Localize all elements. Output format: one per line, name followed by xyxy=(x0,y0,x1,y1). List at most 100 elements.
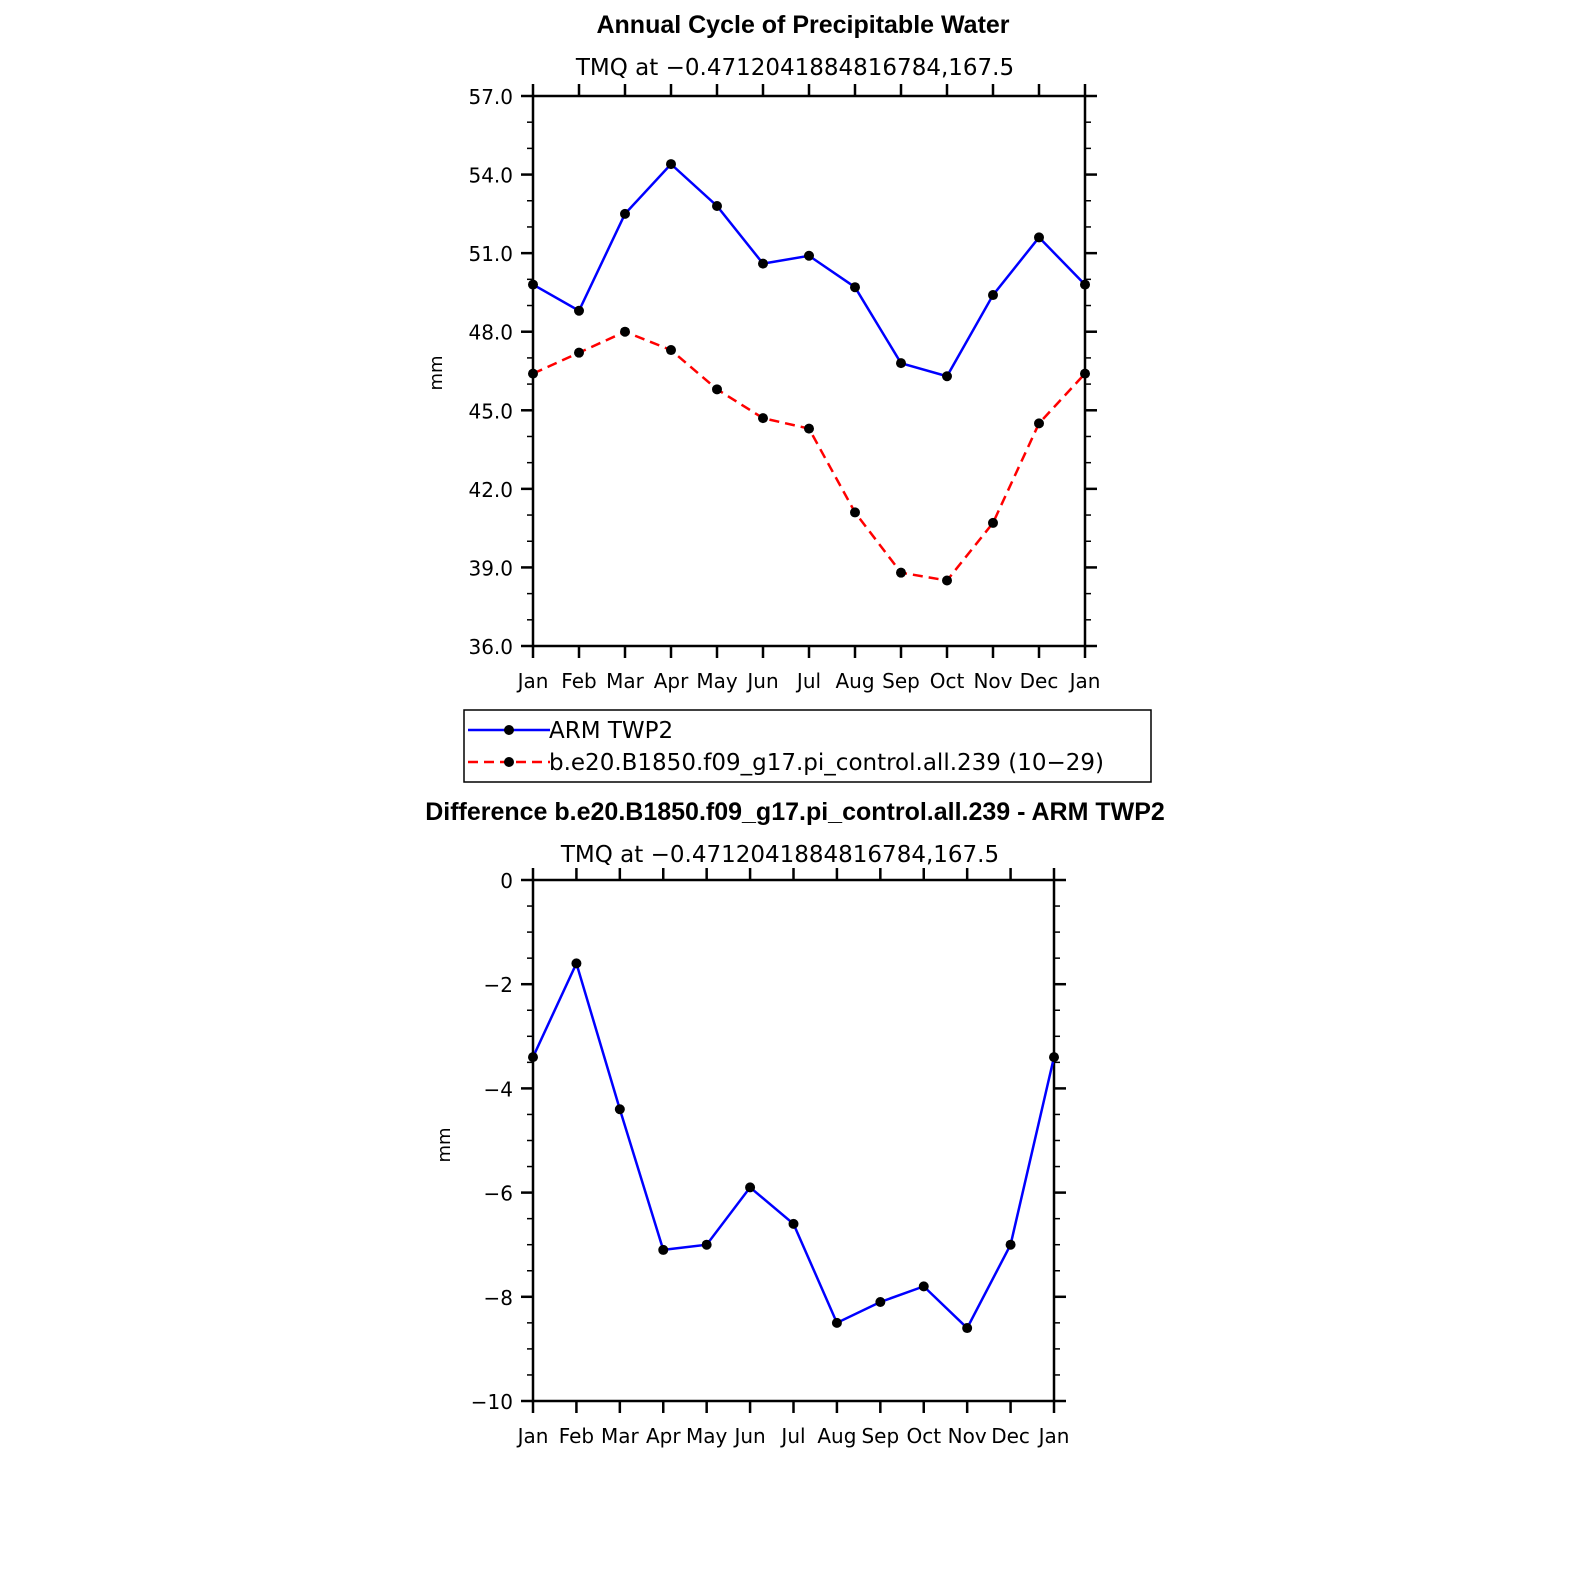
legend-marker-arm-twp2 xyxy=(504,725,514,735)
bottom-chart-xtick-label: Nov xyxy=(948,1424,987,1448)
top-chart-plot: 36.0 39.0 42.0 45.0 48.0 51.0 54.0 57.0 Jan Feb Ma… xyxy=(468,84,1100,693)
legend-label-model: b.e20.B1850.f09_g17.pi_control.all.239 (… xyxy=(549,750,1104,776)
top-chart-xtick-label: Jun xyxy=(745,669,778,693)
top-chart-series-0-point xyxy=(942,371,952,382)
bottom-chart-series-0-point xyxy=(571,958,582,969)
top-chart-series-1-point xyxy=(942,575,952,586)
top-chart-series-1-point xyxy=(896,567,906,578)
bottom-chart-xtick-label: Sep xyxy=(861,1424,899,1448)
bottom-chart-series-0-point xyxy=(614,1104,625,1115)
bottom-chart-xtick-label: Feb xyxy=(559,1424,594,1448)
top-chart-series-0-point xyxy=(666,159,676,170)
top-chart-xtick-label: Sep xyxy=(882,669,920,693)
top-chart-series-0-point xyxy=(528,279,538,290)
top-chart-ytick-label: 57.0 xyxy=(468,85,513,109)
bottom-chart-xtick-label: Jul xyxy=(779,1424,805,1448)
top-chart-series-1-point xyxy=(712,384,722,395)
bottom-chart-series-0-point xyxy=(1049,1052,1059,1063)
top-chart-series-1-point xyxy=(1034,418,1044,429)
top-chart-series-0-point xyxy=(1034,232,1044,243)
bottom-chart-xtick-label: Aug xyxy=(817,1424,856,1448)
bottom-chart-series-line-0 xyxy=(531,959,1056,1331)
top-chart-ytick-label: 42.0 xyxy=(468,478,513,502)
bottom-chart-series-0-point xyxy=(658,1244,669,1255)
legend-label-arm-twp2: ARM TWP2 xyxy=(549,718,673,744)
top-chart-series-0-point xyxy=(1080,279,1090,290)
top-chart-series-0-point xyxy=(804,250,814,261)
bottom-chart-series-0-point xyxy=(831,1317,842,1328)
bottom-chart-xtick-label: Jan xyxy=(516,1424,549,1448)
bottom-chart-ytick-label: −2 xyxy=(484,973,513,997)
bottom-chart-ytick-label: −6 xyxy=(484,1182,513,1206)
top-chart-series-line-1 xyxy=(532,330,1086,582)
top-chart-xtick-label: Jan xyxy=(516,669,549,693)
top-chart-xtick-label: Feb xyxy=(561,669,596,693)
bottom-chart-ytick-label: −4 xyxy=(484,1077,513,1101)
top-chart-ytick-label: 39.0 xyxy=(468,556,513,580)
legend-item-arm-twp2: ARM TWP2 xyxy=(468,718,673,744)
top-chart-series-line-0 xyxy=(532,162,1086,378)
bottom-chart-series-0-point xyxy=(701,1239,712,1250)
top-chart-subtitle: TMQ at −0.4712041884816784,167.5 xyxy=(575,55,1014,81)
top-chart-series-1-point xyxy=(850,507,860,518)
legend-marker-model xyxy=(504,757,514,767)
top-chart-xtick-label: Oct xyxy=(930,669,965,693)
top-chart-xtick-label: Apr xyxy=(654,669,689,693)
top-chart-series-0-point xyxy=(574,305,584,316)
top-chart-series-0-point xyxy=(620,208,630,219)
bottom-chart-series-0-point xyxy=(1005,1239,1016,1250)
bottom-chart-ylabel: mm xyxy=(434,1127,455,1162)
legend: ARM TWP2 b.e20.B1850.f09_g17.pi_control.… xyxy=(463,709,1152,783)
top-chart-xtick-label: Nov xyxy=(973,669,1012,693)
top-chart-ytick-label: 54.0 xyxy=(468,164,513,188)
top-chart-xtick-label: Mar xyxy=(606,669,645,693)
bottom-chart-xtick-label: Apr xyxy=(646,1424,681,1448)
top-chart-series-1-point xyxy=(528,368,538,379)
top-chart-series-1-point xyxy=(804,423,814,434)
bottom-chart-series-0-point xyxy=(962,1323,973,1334)
top-chart-series-1-point xyxy=(666,345,676,356)
top-chart-series-0-point xyxy=(850,282,860,293)
top-chart-series-1-point xyxy=(574,347,584,358)
bottom-chart-frame xyxy=(531,878,1056,1403)
bottom-chart-xtick-label: Oct xyxy=(906,1424,941,1448)
top-chart-series-1-point xyxy=(758,413,768,424)
bottom-chart-series-0-point xyxy=(918,1281,929,1292)
bottom-chart-xtick-label: Dec xyxy=(991,1424,1030,1448)
bottom-chart-series-0-point xyxy=(528,1052,538,1063)
top-chart-xtick-label: Dec xyxy=(1020,669,1059,693)
bottom-chart-subtitle: TMQ at −0.4712041884816784,167.5 xyxy=(560,842,999,868)
top-chart-series-1-point xyxy=(620,326,630,337)
top-chart-series-0-point xyxy=(988,290,998,301)
top-chart-series-0-point xyxy=(712,201,722,211)
bottom-chart-xtick-label: Mar xyxy=(601,1424,640,1448)
top-chart-ytick-label: 36.0 xyxy=(468,635,513,659)
top-chart-ytick-label: 51.0 xyxy=(468,242,513,266)
bottom-chart-xtick-label: May xyxy=(686,1424,728,1448)
top-chart-series-1-point xyxy=(988,517,998,528)
top-chart-xtick-label: May xyxy=(696,669,738,693)
top-chart-series-0-point xyxy=(896,358,906,369)
top-chart-ytick-label: 48.0 xyxy=(468,321,513,345)
legend-item-model: b.e20.B1850.f09_g17.pi_control.all.239 (… xyxy=(468,750,1104,776)
top-chart-ytick-label: 45.0 xyxy=(468,399,513,423)
top-chart-series-1-point xyxy=(1080,368,1090,379)
bottom-chart-ytick-label: −8 xyxy=(484,1286,513,1310)
legend-box xyxy=(463,709,1152,783)
top-chart-xtick-label: Jan xyxy=(1068,669,1101,693)
top-chart-frame xyxy=(531,94,1087,648)
top-chart-xtick-label: Jul xyxy=(795,669,821,693)
top-chart-ylabel: mm xyxy=(426,355,447,390)
bottom-chart-xtick-label: Jan xyxy=(1037,1424,1070,1448)
bottom-chart-ytick-label: −10 xyxy=(471,1390,513,1414)
bottom-chart-ytick-label: 0 xyxy=(500,869,513,893)
top-chart-series-0-point xyxy=(758,258,768,269)
bottom-chart-series-0-point xyxy=(875,1297,886,1308)
bottom-chart-series-0-point xyxy=(788,1218,799,1229)
bottom-chart-title: Difference b.e20.B1850.f09_g17.pi_contro… xyxy=(425,798,1165,826)
top-chart-title: Annual Cycle of Precipitable Water xyxy=(596,11,1009,39)
bottom-chart-xtick-label: Jun xyxy=(732,1424,765,1448)
top-chart-xtick-label: Aug xyxy=(835,669,874,693)
bottom-chart-series-0-point xyxy=(745,1182,756,1193)
